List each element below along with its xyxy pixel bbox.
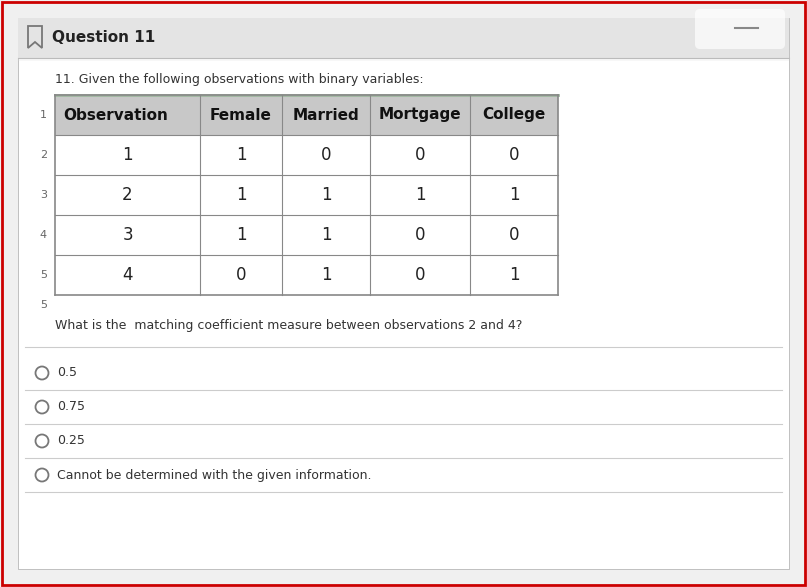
Text: Observation: Observation <box>63 107 168 123</box>
FancyBboxPatch shape <box>695 9 785 49</box>
Text: 0.75: 0.75 <box>57 400 85 413</box>
Text: 1: 1 <box>508 186 520 204</box>
Text: 0: 0 <box>415 146 425 164</box>
Text: What is the  matching coefficient measure between observations 2 and 4?: What is the matching coefficient measure… <box>55 319 522 332</box>
Bar <box>55 255 558 295</box>
Text: 2: 2 <box>122 186 133 204</box>
Text: 0: 0 <box>508 226 519 244</box>
Text: 1: 1 <box>320 226 332 244</box>
Text: 1: 1 <box>236 186 246 204</box>
Text: 5: 5 <box>40 270 47 280</box>
Text: Mortgage: Mortgage <box>378 107 462 123</box>
Text: 1: 1 <box>236 226 246 244</box>
Text: 2: 2 <box>40 150 47 160</box>
Text: 1: 1 <box>320 266 332 284</box>
Text: 5: 5 <box>40 300 47 310</box>
Text: 1: 1 <box>122 146 133 164</box>
Text: 0: 0 <box>508 146 519 164</box>
Text: 1: 1 <box>320 186 332 204</box>
Text: 4: 4 <box>40 230 47 240</box>
Text: Married: Married <box>293 107 359 123</box>
Text: Cannot be determined with the given information.: Cannot be determined with the given info… <box>57 468 371 481</box>
Text: 0: 0 <box>236 266 246 284</box>
Text: 3: 3 <box>40 190 47 200</box>
Bar <box>55 175 558 215</box>
Text: 0: 0 <box>415 266 425 284</box>
Text: 0.5: 0.5 <box>57 366 77 380</box>
Text: 0: 0 <box>320 146 331 164</box>
Text: 1: 1 <box>40 110 47 120</box>
Text: Female: Female <box>210 107 272 123</box>
Text: 1: 1 <box>415 186 425 204</box>
Bar <box>55 95 558 135</box>
Text: Question 11: Question 11 <box>52 29 155 45</box>
Text: 0: 0 <box>415 226 425 244</box>
Bar <box>18 18 789 58</box>
Text: 11. Given the following observations with binary variables:: 11. Given the following observations wit… <box>55 73 424 86</box>
Bar <box>55 135 558 175</box>
Text: 4: 4 <box>122 266 132 284</box>
Bar <box>55 215 558 255</box>
Text: 1: 1 <box>236 146 246 164</box>
Text: 0.25: 0.25 <box>57 434 85 447</box>
Text: 1: 1 <box>508 266 520 284</box>
Text: 3: 3 <box>122 226 133 244</box>
Text: College: College <box>483 107 546 123</box>
